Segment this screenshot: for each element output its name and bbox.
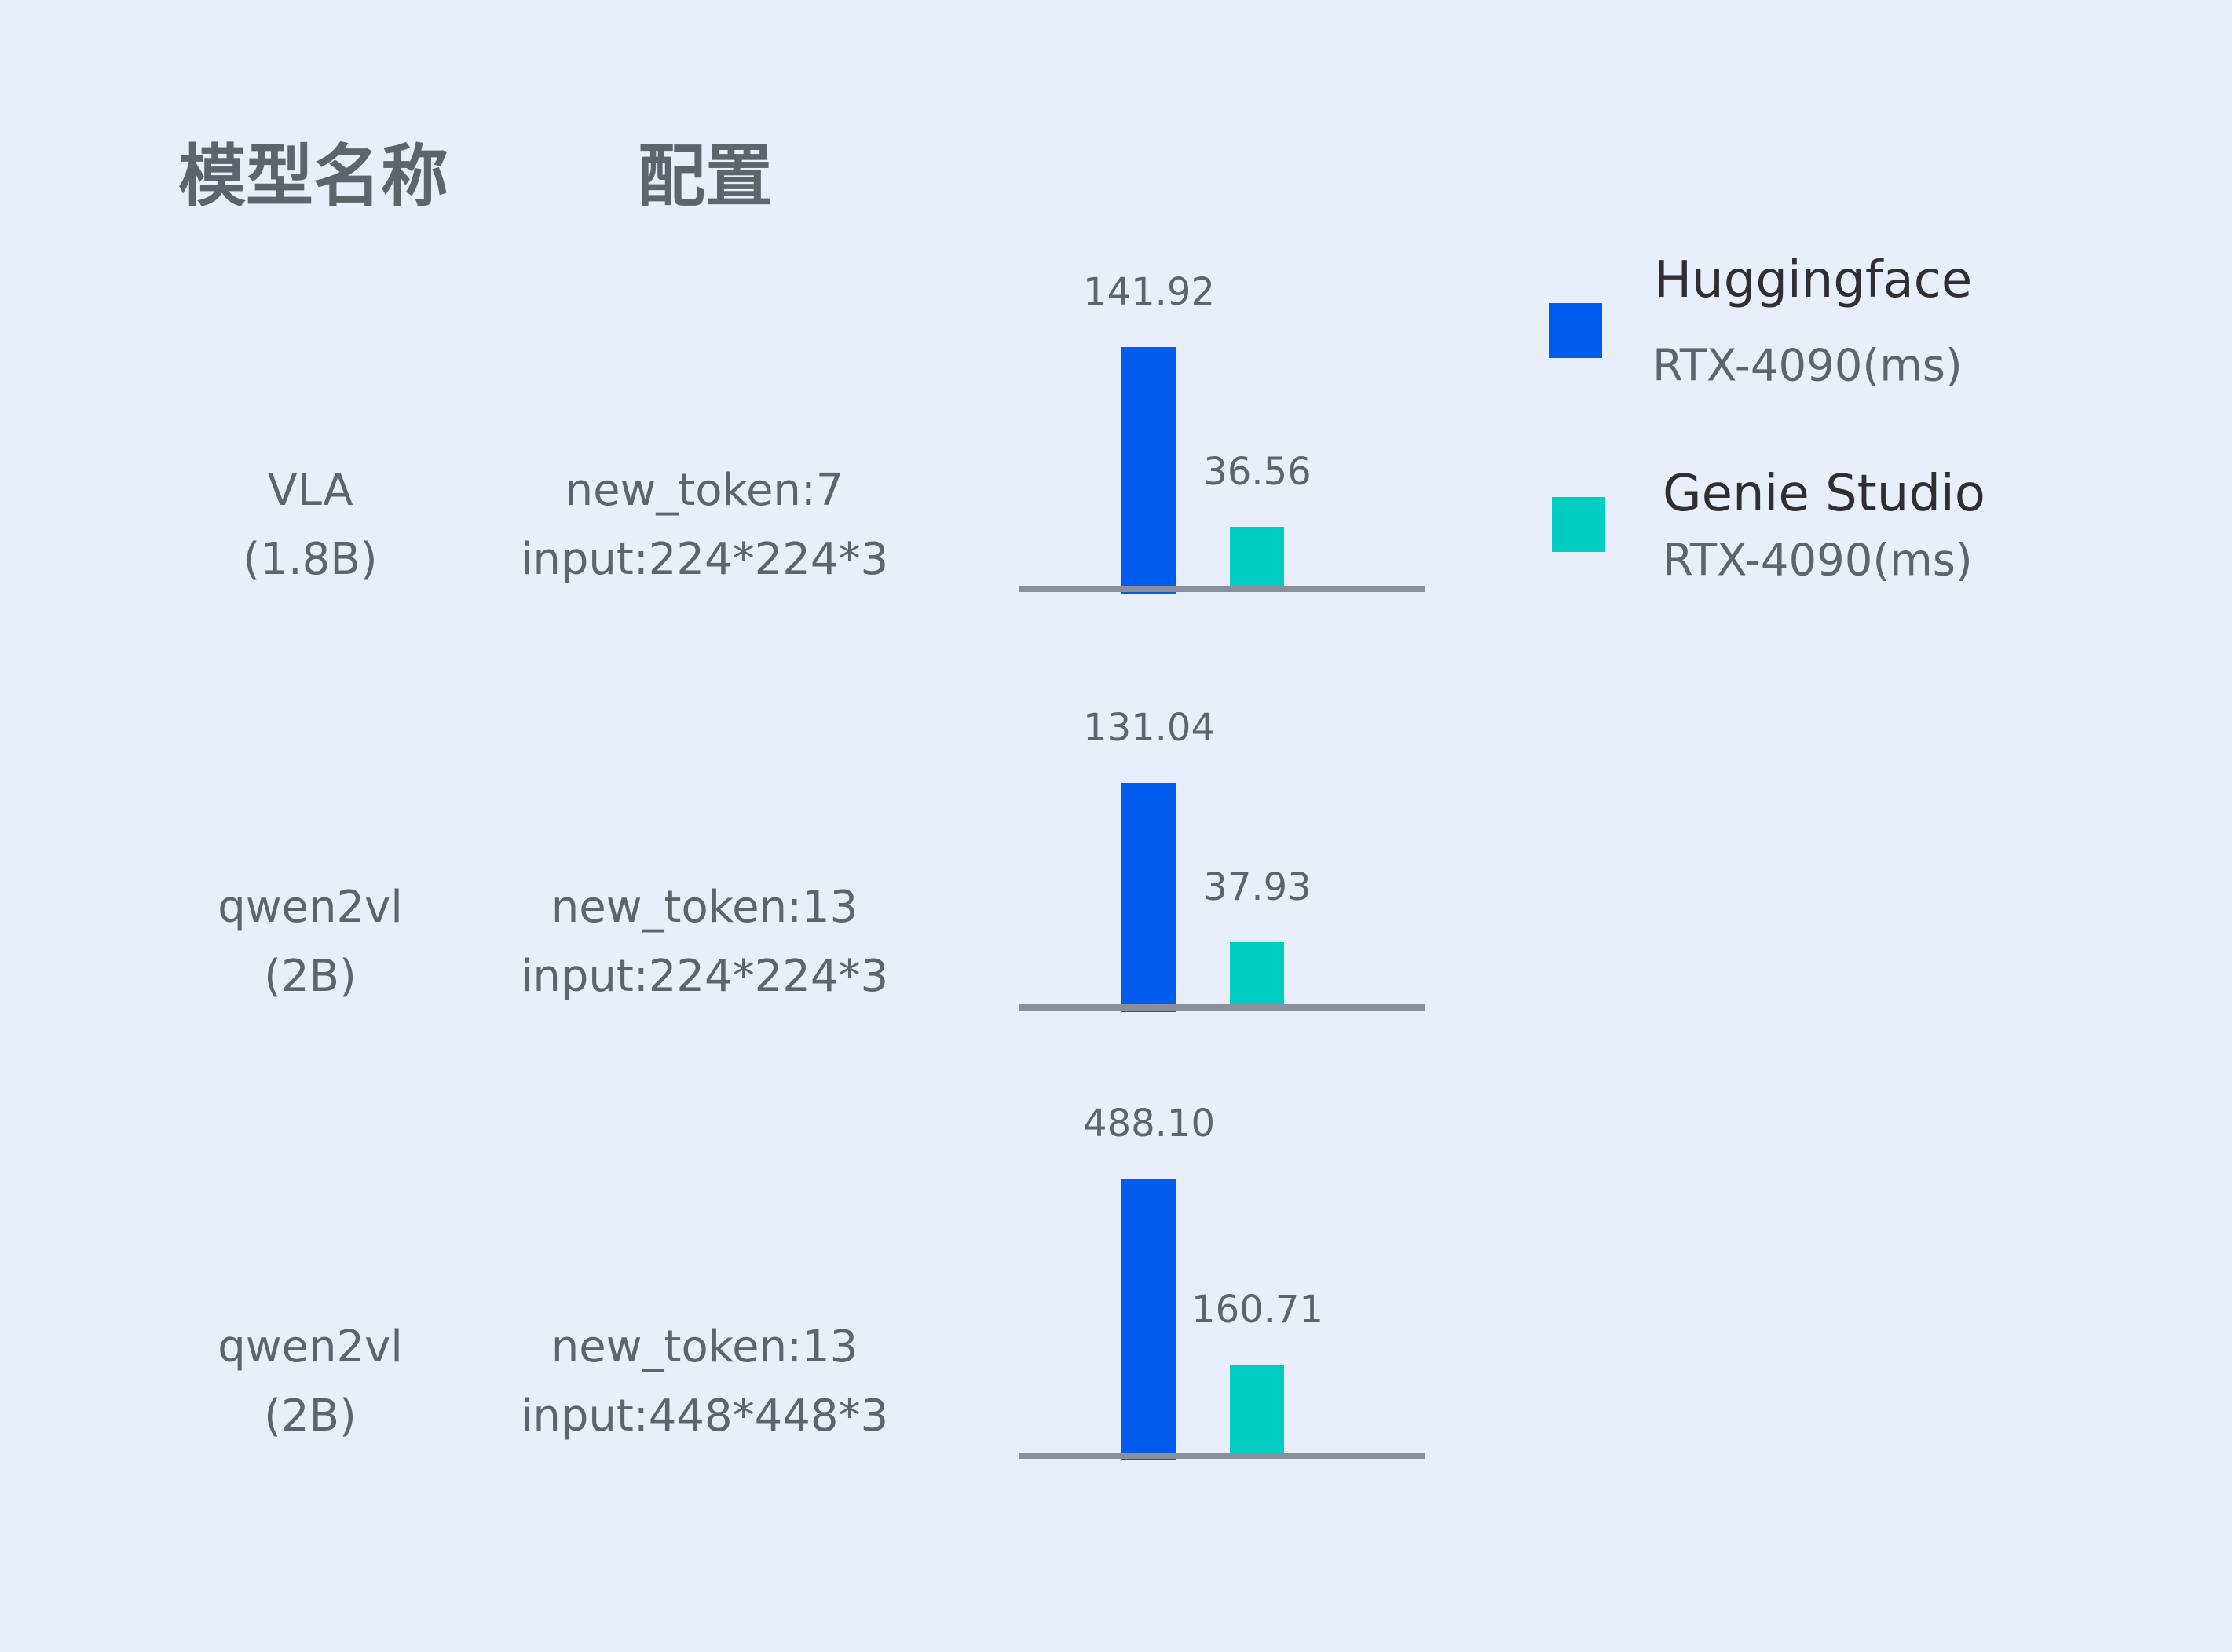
x-axis-baseline [1019, 1453, 1425, 1459]
config-cell: new_token:13 input:448*448*3 [469, 1313, 940, 1451]
legend-swatch-genie-studio [1552, 497, 1605, 552]
x-axis-baseline [1019, 1004, 1425, 1011]
data-label: 36.56 [1203, 449, 1312, 494]
bar-huggingface [1121, 347, 1176, 594]
config-input: input:224*224*3 [520, 534, 889, 585]
header-model-name: 模型名称 [178, 137, 448, 216]
model-name: VLA [267, 465, 353, 516]
bar-genie-studio [1230, 1364, 1284, 1456]
bar-huggingface [1121, 783, 1176, 1012]
data-label: 37.93 [1203, 865, 1312, 910]
header-config: 配置 [638, 137, 773, 216]
model-name-cell: VLA (1.8B) [75, 456, 546, 594]
model-size: (1.8B) [243, 534, 378, 585]
config-input: input:224*224*3 [520, 951, 889, 1002]
data-label: 141.92 [1083, 270, 1215, 314]
bar-genie-studio [1230, 526, 1284, 589]
config-input: input:448*448*3 [520, 1391, 889, 1442]
model-size: (2B) [264, 951, 357, 1002]
data-label: 131.04 [1083, 706, 1215, 750]
x-axis-baseline [1019, 586, 1425, 592]
model-size: (2B) [264, 1391, 357, 1442]
bar-genie-studio [1230, 942, 1284, 1007]
config-cell: new_token:7 input:224*224*3 [469, 456, 940, 594]
data-label: 488.10 [1083, 1102, 1215, 1146]
legend-sub-genie-studio: RTX-4090(ms) [1663, 535, 1973, 587]
data-label: 160.71 [1191, 1287, 1323, 1332]
legend-name-huggingface: Huggingface [1654, 251, 1973, 309]
config-cell: new_token:13 input:224*224*3 [469, 873, 940, 1011]
config-tokens: new_token:13 [551, 882, 858, 933]
legend-sub-huggingface: RTX-4090(ms) [1652, 340, 1963, 392]
model-name-cell: qwen2vl (2B) [75, 1313, 546, 1451]
config-tokens: new_token:7 [565, 465, 844, 516]
model-name-cell: qwen2vl (2B) [75, 873, 546, 1011]
model-name: qwen2vl [218, 1321, 403, 1372]
legend-name-genie-studio: Genie Studio [1663, 465, 1985, 523]
legend-swatch-huggingface [1549, 303, 1602, 358]
bar-huggingface [1121, 1179, 1176, 1460]
model-name: qwen2vl [218, 882, 403, 933]
config-tokens: new_token:13 [551, 1321, 858, 1372]
